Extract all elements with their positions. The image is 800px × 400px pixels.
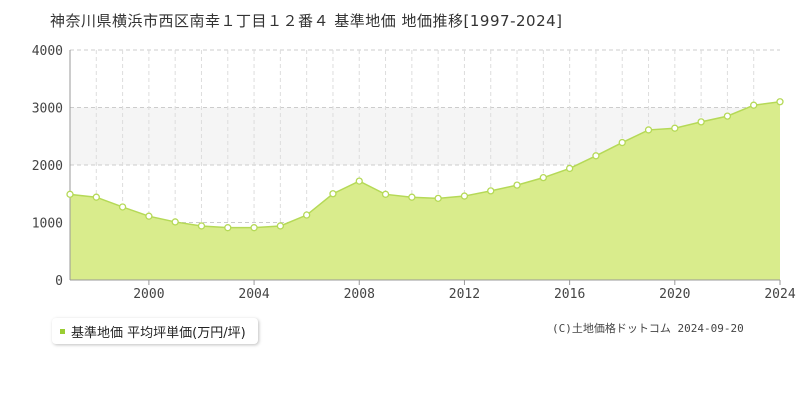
- axes: [69, 50, 781, 285]
- data-point: [618, 138, 626, 147]
- x-axis-ticks: 2000 2004 2008 2012 2016 2020 2024: [133, 287, 796, 302]
- data-point: [171, 218, 179, 226]
- x-tick-label: 2000: [133, 287, 164, 302]
- y-axis-ticks: 0 1000 2000 3000 4000: [32, 44, 63, 289]
- data-point: [224, 224, 232, 232]
- data-point: [303, 211, 311, 219]
- y-tick-label: 4000: [32, 44, 63, 59]
- chart-title: 神奈川県横浜市西区南幸１丁目１２番４ 基準地価 地価推移[1997-2024]: [50, 12, 563, 30]
- data-point: [408, 193, 416, 201]
- data-point: [66, 190, 74, 198]
- data-point: [460, 192, 469, 200]
- legend: 基準地価 平均坪単価(万円/坪): [52, 318, 258, 344]
- data-point: [592, 152, 600, 160]
- data-point: [565, 164, 574, 173]
- data-points: [66, 98, 784, 232]
- x-tick-label: 2008: [344, 287, 375, 302]
- data-point: [697, 118, 705, 126]
- y-tick-label: 2000: [32, 159, 63, 174]
- data-point: [750, 101, 758, 109]
- data-point: [118, 203, 127, 211]
- data-point: [381, 190, 390, 198]
- data-point: [145, 212, 153, 220]
- data-point: [276, 222, 285, 230]
- x-tick-label: 2024: [764, 287, 795, 302]
- data-point: [92, 193, 100, 201]
- y-tick-label: 1000: [32, 217, 63, 232]
- data-point: [776, 98, 784, 106]
- legend-swatch: [60, 328, 65, 334]
- data-point: [487, 187, 495, 195]
- data-point: [355, 177, 363, 185]
- x-tick-label: 2020: [659, 287, 690, 302]
- data-point: [197, 222, 206, 230]
- y-tick-label: 0: [55, 274, 63, 289]
- data-point: [329, 190, 337, 198]
- data-point: [250, 224, 258, 232]
- data-point: [671, 124, 679, 132]
- x-tick-label: 2016: [554, 287, 585, 302]
- data-point: [513, 181, 521, 189]
- data-point: [434, 194, 442, 203]
- y-tick-label: 3000: [32, 102, 63, 117]
- data-point: [723, 112, 732, 120]
- x-tick-label: 2004: [238, 287, 269, 302]
- series-area: [70, 101, 780, 280]
- data-point: [539, 173, 547, 182]
- legend-label: 基準地価 平均坪単価(万円/坪): [71, 325, 246, 341]
- x-tick-label: 2012: [449, 287, 480, 302]
- series-line: [69, 101, 781, 229]
- copyright-text: (C)土地価格ドットコム 2024-09-20: [552, 322, 744, 335]
- data-point: [644, 126, 653, 134]
